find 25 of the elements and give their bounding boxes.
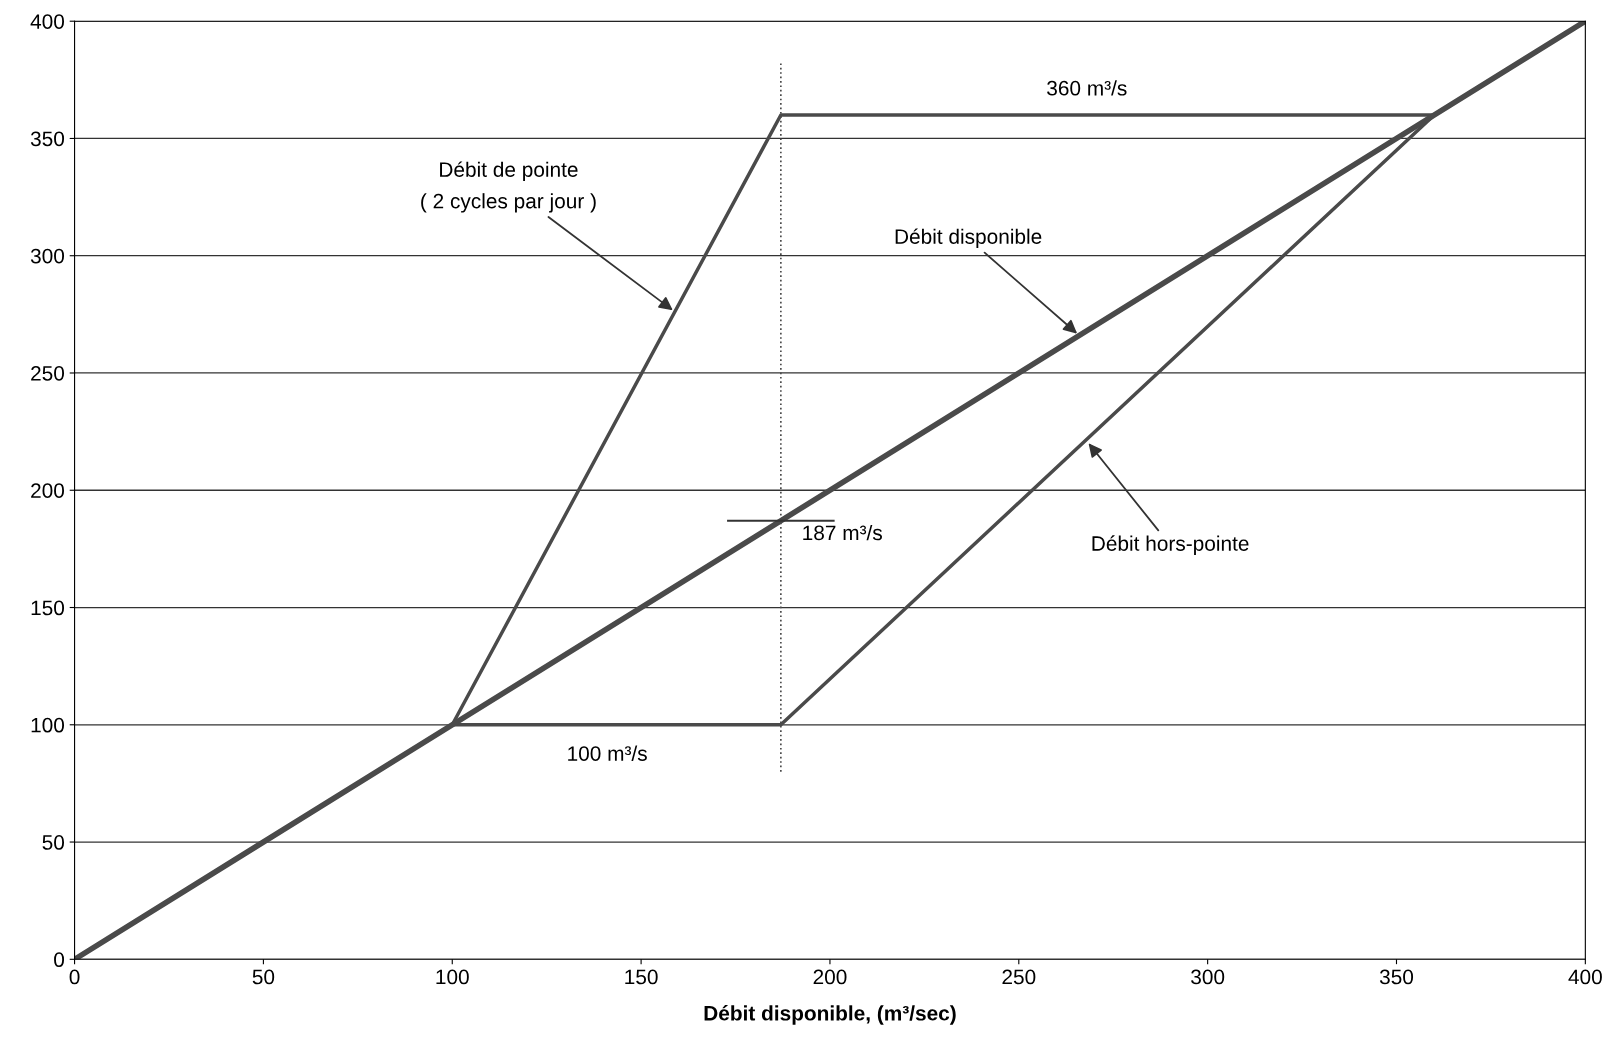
annotation: 360 m³/s bbox=[1047, 80, 1127, 96]
annotation: Débit disponible bbox=[895, 228, 1042, 249]
annotation: Débit hors-pointe bbox=[1092, 535, 1249, 555]
x-tick-label: 150 bbox=[625, 969, 658, 985]
y-tick-label: 200 bbox=[31, 483, 65, 498]
y-tick-label: 100 bbox=[31, 717, 65, 733]
x-axis-title: Débit disponible, (m³/sec) bbox=[704, 1005, 956, 1025]
x-tick-label: 50 bbox=[252, 969, 275, 985]
y-tick-label: 300 bbox=[30, 248, 65, 264]
x-tick-label: 300 bbox=[1191, 969, 1225, 985]
y-tick-label: 0 bbox=[54, 952, 65, 968]
x-tick-label: 350 bbox=[1379, 969, 1414, 985]
y-tick-label: 350 bbox=[30, 131, 65, 147]
y-tick-label: 150 bbox=[31, 600, 65, 616]
y-tick-label: 400 bbox=[30, 14, 65, 29]
x-tick-label: 100 bbox=[436, 969, 469, 985]
annotation: 100 m³/s bbox=[568, 745, 647, 761]
x-tick-label: 400 bbox=[1568, 969, 1602, 985]
annotation: Débit de pointe ( 2 cycles par jour ) bbox=[421, 161, 596, 213]
y-tick-label: 50 bbox=[42, 835, 65, 850]
y-tick-label: 250 bbox=[31, 365, 65, 381]
x-tick-label: 200 bbox=[813, 969, 847, 985]
annotation: 187 m³/s bbox=[803, 524, 882, 541]
x-tick-label: 0 bbox=[69, 969, 80, 985]
x-tick-label: 250 bbox=[1002, 969, 1036, 985]
